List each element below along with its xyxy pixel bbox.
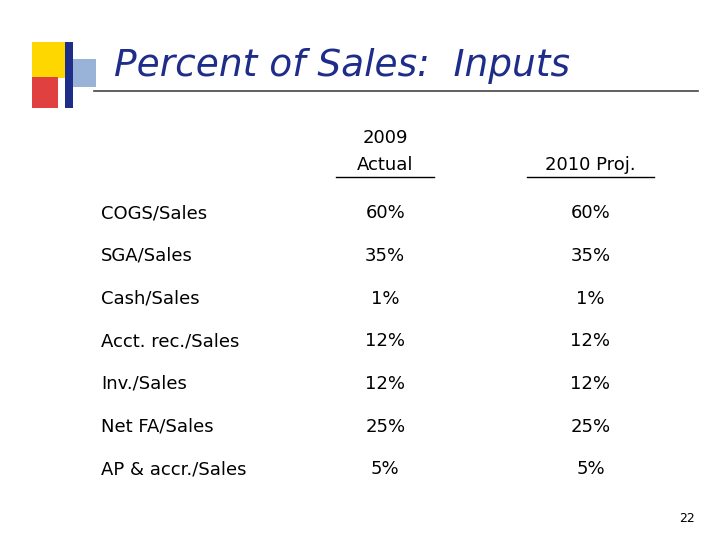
Text: 60%: 60% <box>570 204 611 222</box>
Text: 12%: 12% <box>570 332 611 350</box>
Text: COGS/Sales: COGS/Sales <box>101 204 207 222</box>
Text: 25%: 25% <box>570 417 611 436</box>
Text: Cash/Sales: Cash/Sales <box>101 289 199 308</box>
Text: 25%: 25% <box>365 417 405 436</box>
Text: AP & accr./Sales: AP & accr./Sales <box>101 460 246 478</box>
Text: 1%: 1% <box>576 289 605 308</box>
Text: Actual: Actual <box>357 156 413 174</box>
Text: 12%: 12% <box>365 375 405 393</box>
Text: SGA/Sales: SGA/Sales <box>101 247 193 265</box>
Text: 1%: 1% <box>371 289 400 308</box>
Text: Net FA/Sales: Net FA/Sales <box>101 417 213 436</box>
Text: 5%: 5% <box>576 460 605 478</box>
Text: 22: 22 <box>679 512 695 525</box>
Text: 60%: 60% <box>365 204 405 222</box>
Text: 5%: 5% <box>371 460 400 478</box>
Text: 12%: 12% <box>365 332 405 350</box>
Text: 2010 Proj.: 2010 Proj. <box>545 156 636 174</box>
Text: 35%: 35% <box>570 247 611 265</box>
Text: 12%: 12% <box>570 375 611 393</box>
Text: 35%: 35% <box>365 247 405 265</box>
Text: Acct. rec./Sales: Acct. rec./Sales <box>101 332 239 350</box>
Text: Percent of Sales:  Inputs: Percent of Sales: Inputs <box>114 48 570 84</box>
Text: Inv./Sales: Inv./Sales <box>101 375 186 393</box>
Text: 2009: 2009 <box>362 129 408 147</box>
